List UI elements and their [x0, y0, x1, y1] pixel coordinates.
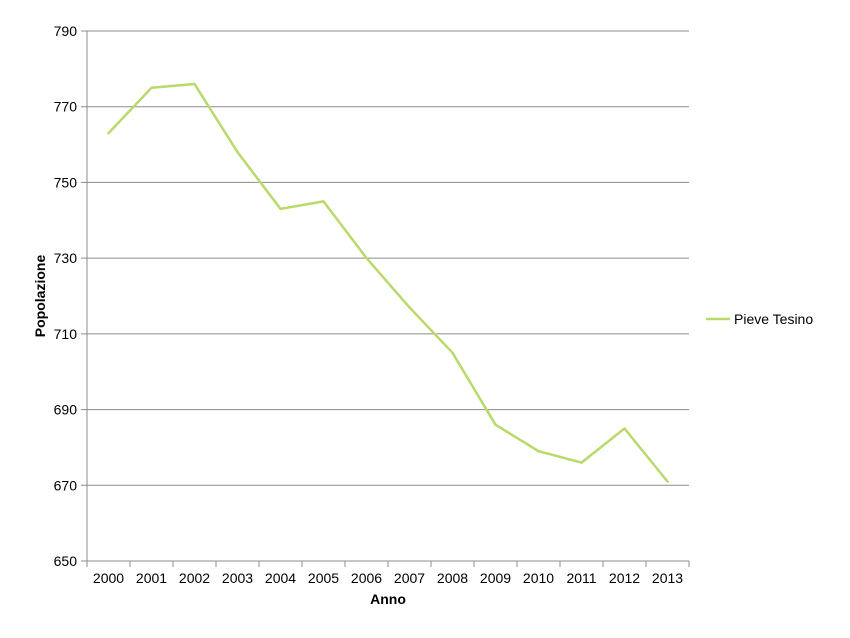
x-tick-label: 2005	[308, 570, 339, 586]
data-point	[580, 461, 583, 464]
x-tick-label: 2007	[394, 570, 425, 586]
y-tick-label: 650	[54, 553, 78, 569]
y-tick-label: 670	[54, 477, 78, 493]
series-layer	[107, 82, 669, 483]
y-tick-label: 770	[54, 99, 78, 115]
y-tick-label: 710	[54, 326, 78, 342]
x-tick-label: 2002	[179, 570, 210, 586]
gridlines	[87, 30, 689, 486]
x-axis-title: Anno	[370, 591, 406, 607]
legend: Pieve Tesino	[706, 311, 813, 327]
x-tick-label: 2010	[523, 570, 554, 586]
x-tick-label: 2009	[480, 570, 511, 586]
data-point	[451, 351, 454, 354]
y-tick-label: 730	[54, 250, 78, 266]
x-tick-label: 2013	[652, 570, 683, 586]
data-point	[322, 200, 325, 203]
data-point	[666, 480, 669, 483]
x-tick-label: 2006	[351, 570, 382, 586]
data-point	[193, 82, 196, 86]
data-point	[408, 306, 411, 309]
y-axis-title: Popolazione	[32, 255, 48, 338]
y-tick-label: 690	[54, 402, 78, 418]
data-point	[537, 450, 540, 453]
data-point	[494, 423, 497, 426]
data-point	[623, 427, 626, 430]
x-tick-label: 2008	[437, 570, 468, 586]
legend-label: Pieve Tesino	[734, 311, 813, 327]
data-point	[107, 132, 110, 135]
x-tick-label: 2001	[136, 570, 167, 586]
data-point	[150, 86, 153, 89]
x-tick-label: 2000	[93, 570, 124, 586]
series-line-0	[107, 82, 669, 483]
x-tick-label: 2012	[609, 570, 640, 586]
data-point	[236, 150, 239, 154]
data-point	[279, 207, 282, 211]
axes	[86, 31, 689, 562]
x-tick-label: 2011	[566, 570, 596, 586]
x-tick-label: 2003	[222, 570, 253, 586]
y-tick-label: 790	[54, 23, 78, 39]
x-tick-label: 2004	[265, 570, 296, 586]
x-axis-ticks: 2000 2001 2002 2003 2004 2005 2006 2007 2008 2009…	[86, 561, 690, 586]
y-axis-ticks: 650 670 690 710 730 750 770 790	[54, 23, 87, 569]
y-tick-label: 750	[54, 174, 78, 190]
data-point	[365, 256, 368, 260]
